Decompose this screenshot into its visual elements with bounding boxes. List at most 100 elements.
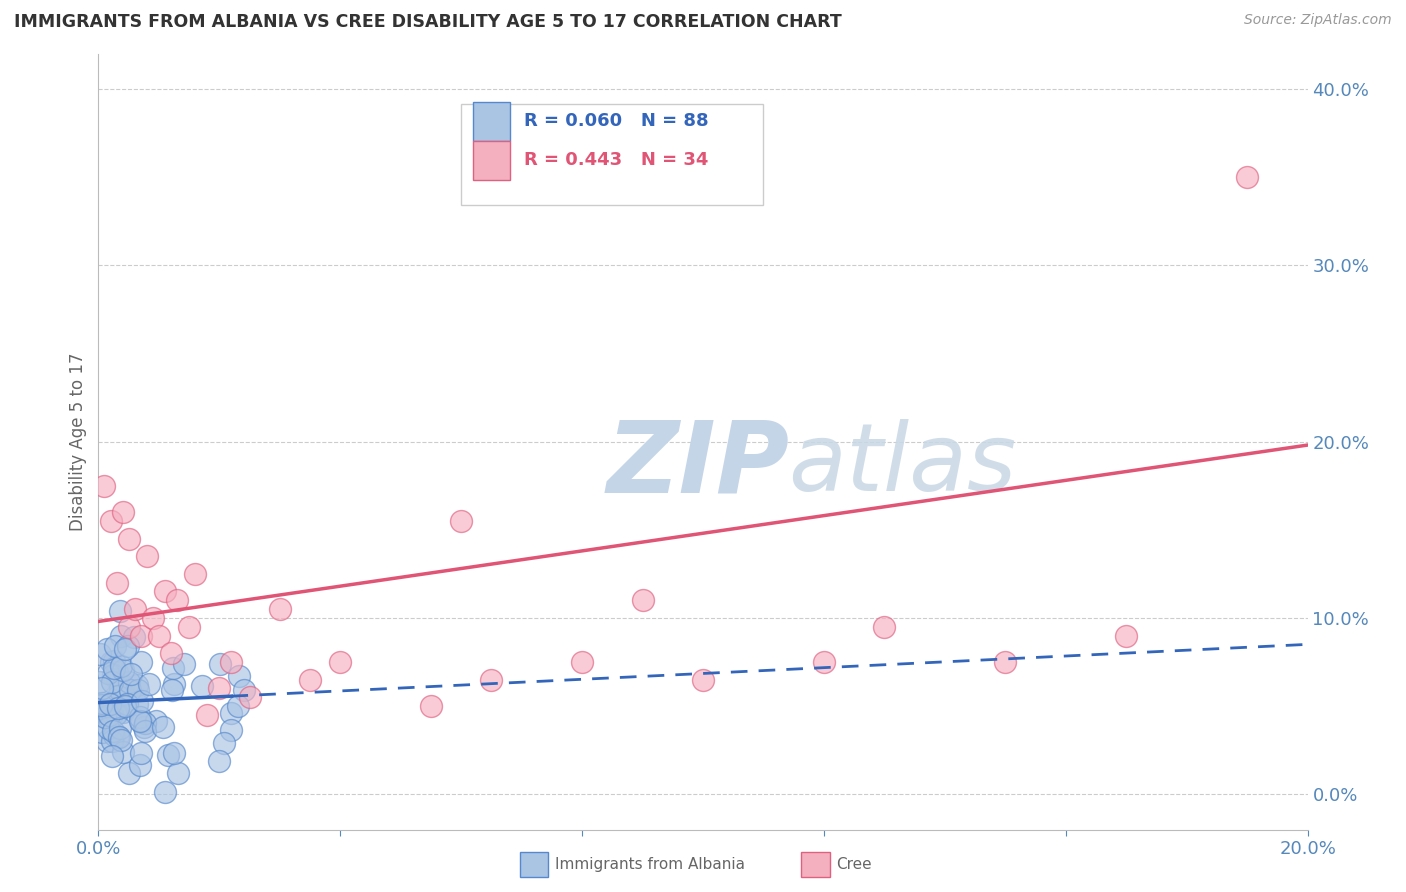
Point: [122, 630, 145, 644]
Point: [118, 532, 141, 546]
Point: [108, 604, 131, 618]
Point: [94, 710, 117, 724]
Point: [112, 705, 135, 719]
Point: [226, 699, 249, 714]
FancyBboxPatch shape: [474, 141, 509, 180]
Point: [209, 657, 232, 672]
Point: [221, 655, 243, 669]
Point: [111, 678, 134, 692]
Point: [1115, 628, 1137, 642]
Point: [97, 722, 120, 736]
Point: [105, 707, 128, 722]
Point: [631, 593, 654, 607]
Point: [157, 748, 180, 763]
Point: [98, 697, 121, 711]
Point: [114, 698, 136, 713]
Point: [813, 655, 835, 669]
Point: [108, 721, 131, 735]
Point: [191, 679, 214, 693]
Point: [91, 681, 114, 695]
Text: Cree: Cree: [837, 857, 872, 871]
Point: [100, 674, 122, 689]
Point: [207, 754, 229, 768]
Point: [93, 478, 115, 492]
Point: [128, 710, 150, 724]
Point: [101, 724, 124, 739]
Point: [135, 549, 157, 564]
Point: [166, 766, 188, 780]
Text: R = 0.060   N = 88: R = 0.060 N = 88: [524, 112, 709, 130]
Point: [125, 697, 148, 711]
Point: [134, 716, 156, 731]
Point: [120, 667, 142, 681]
Point: [96, 641, 118, 656]
Point: [329, 655, 352, 669]
Text: IMMIGRANTS FROM ALBANIA VS CREE DISABILITY AGE 5 TO 17 CORRELATION CHART: IMMIGRANTS FROM ALBANIA VS CREE DISABILI…: [14, 13, 842, 31]
Point: [994, 655, 1017, 669]
Point: [104, 639, 127, 653]
Point: [160, 683, 183, 698]
Point: [100, 733, 122, 747]
Point: [112, 745, 135, 759]
Point: [96, 734, 118, 748]
Point: [129, 628, 152, 642]
Point: [153, 584, 176, 599]
Text: Source: ZipAtlas.com: Source: ZipAtlas.com: [1244, 13, 1392, 28]
Point: [101, 706, 124, 721]
Point: [162, 661, 184, 675]
Point: [173, 657, 195, 672]
Point: [103, 668, 125, 682]
Point: [129, 757, 152, 772]
Point: [208, 681, 231, 696]
Point: [212, 736, 235, 750]
Point: [118, 620, 141, 634]
Point: [105, 575, 128, 590]
Point: [163, 746, 186, 760]
Point: [131, 694, 153, 708]
Point: [105, 706, 128, 721]
Point: [195, 707, 218, 722]
Point: [111, 505, 134, 519]
Point: [98, 712, 121, 726]
Point: [420, 699, 443, 714]
Point: [90, 698, 112, 712]
Point: [97, 666, 120, 681]
Point: [112, 663, 135, 677]
Point: [110, 658, 132, 673]
Point: [152, 720, 174, 734]
Point: [91, 696, 114, 710]
Point: [108, 681, 131, 696]
Point: [100, 655, 122, 669]
Point: [117, 639, 139, 653]
Point: [166, 593, 188, 607]
Point: [114, 642, 136, 657]
Point: [87, 701, 110, 715]
Point: [132, 720, 155, 734]
Point: [87, 698, 110, 713]
Point: [221, 706, 243, 720]
Point: [148, 628, 170, 642]
Point: [233, 682, 256, 697]
Point: [115, 697, 138, 711]
Point: [131, 746, 153, 760]
Point: [128, 714, 150, 728]
Point: [112, 688, 135, 702]
Point: [103, 654, 125, 668]
Point: [118, 683, 141, 698]
Point: [118, 675, 141, 690]
FancyBboxPatch shape: [461, 104, 763, 205]
Point: [105, 665, 128, 679]
Point: [125, 678, 148, 692]
Point: [87, 675, 110, 690]
Point: [142, 611, 165, 625]
Point: [269, 602, 291, 616]
Text: ZIP: ZIP: [606, 417, 789, 513]
Point: [118, 766, 141, 780]
Point: [129, 655, 152, 669]
Point: [108, 730, 131, 744]
Point: [228, 669, 250, 683]
Point: [129, 714, 152, 729]
FancyBboxPatch shape: [474, 103, 509, 141]
Point: [184, 566, 207, 581]
Point: [103, 661, 125, 675]
